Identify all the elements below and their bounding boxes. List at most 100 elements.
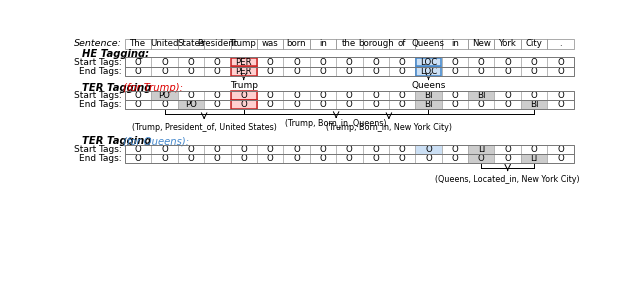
Text: O: O <box>478 58 484 67</box>
Bar <box>284 144 310 154</box>
Text: LI: LI <box>477 145 485 154</box>
Bar <box>415 57 442 67</box>
Text: BI: BI <box>530 100 538 109</box>
Text: BI: BI <box>424 100 433 109</box>
Text: O: O <box>531 145 538 154</box>
Bar <box>547 100 573 109</box>
Bar <box>415 91 442 100</box>
Text: LOC: LOC <box>420 67 437 76</box>
Bar <box>362 91 389 100</box>
Bar <box>204 39 230 49</box>
Text: BI: BI <box>477 91 486 100</box>
Text: The: The <box>130 39 146 48</box>
Text: O: O <box>504 58 511 67</box>
Text: O: O <box>346 100 353 109</box>
Bar <box>415 154 442 163</box>
Text: O: O <box>504 145 511 154</box>
Bar <box>442 67 468 76</box>
Bar <box>442 57 468 67</box>
Bar <box>495 57 521 67</box>
Bar <box>495 144 521 154</box>
Text: O: O <box>319 154 326 163</box>
Bar <box>125 144 573 154</box>
Text: O: O <box>451 91 458 100</box>
Bar <box>389 67 415 76</box>
Bar <box>125 57 151 67</box>
Text: O: O <box>161 58 168 67</box>
Bar <box>125 91 151 100</box>
Bar <box>125 154 151 163</box>
Text: O: O <box>214 67 221 76</box>
Bar <box>125 144 151 154</box>
Text: (for Queens):: (for Queens): <box>124 137 189 146</box>
Bar <box>468 100 495 109</box>
Bar <box>231 58 257 67</box>
Bar <box>362 154 389 163</box>
Text: O: O <box>372 58 379 67</box>
Bar <box>362 67 389 76</box>
Bar <box>257 100 284 109</box>
Text: O: O <box>135 100 141 109</box>
Bar <box>231 67 257 76</box>
Bar <box>125 39 151 49</box>
Text: O: O <box>319 145 326 154</box>
Bar <box>415 67 442 76</box>
Text: O: O <box>267 100 273 109</box>
Bar <box>336 57 362 67</box>
Bar <box>204 154 230 163</box>
Bar <box>389 154 415 163</box>
Text: born: born <box>287 39 307 48</box>
Text: O: O <box>531 58 538 67</box>
Text: (Trump, President_of, United States): (Trump, President_of, United States) <box>132 123 276 132</box>
Text: Trump: Trump <box>230 39 257 48</box>
Text: O: O <box>188 58 195 67</box>
Bar <box>362 100 389 109</box>
Bar <box>178 57 204 67</box>
Bar <box>336 144 362 154</box>
Text: O: O <box>425 154 432 163</box>
Bar <box>230 57 257 67</box>
Text: O: O <box>293 58 300 67</box>
Bar <box>336 91 362 100</box>
Bar <box>310 67 336 76</box>
Text: O: O <box>214 58 221 67</box>
Text: O: O <box>425 145 432 154</box>
Bar <box>204 91 230 100</box>
Text: the: the <box>342 39 356 48</box>
Bar <box>125 57 573 67</box>
Text: of: of <box>398 39 406 48</box>
Bar <box>521 154 547 163</box>
Text: (Trump, Born_in, New York City): (Trump, Born_in, New York City) <box>326 123 452 132</box>
Text: York: York <box>499 39 516 48</box>
Bar <box>415 144 442 154</box>
Text: LI: LI <box>531 154 538 163</box>
Text: O: O <box>346 145 353 154</box>
Bar <box>415 67 442 76</box>
Text: O: O <box>557 145 564 154</box>
Text: O: O <box>346 67 353 76</box>
Bar <box>389 100 415 109</box>
Bar <box>151 67 178 76</box>
Text: (Trump, Born_in, Queens): (Trump, Born_in, Queens) <box>285 119 387 128</box>
Text: O: O <box>293 91 300 100</box>
Bar <box>495 91 521 100</box>
Bar <box>362 57 389 67</box>
Bar <box>310 91 336 100</box>
Text: O: O <box>161 145 168 154</box>
Bar <box>468 67 495 76</box>
Bar <box>547 91 573 100</box>
Bar <box>151 57 178 67</box>
Text: O: O <box>372 154 379 163</box>
Bar <box>178 67 204 76</box>
Text: in: in <box>319 39 327 48</box>
Text: O: O <box>346 58 353 67</box>
Bar <box>521 144 547 154</box>
Text: O: O <box>399 58 406 67</box>
Text: Start Tags:: Start Tags: <box>74 145 122 154</box>
Text: PO: PO <box>185 100 197 109</box>
Text: O: O <box>346 154 353 163</box>
Bar <box>125 100 151 109</box>
Bar <box>284 91 310 100</box>
Bar <box>230 154 257 163</box>
Text: borough: borough <box>358 39 394 48</box>
